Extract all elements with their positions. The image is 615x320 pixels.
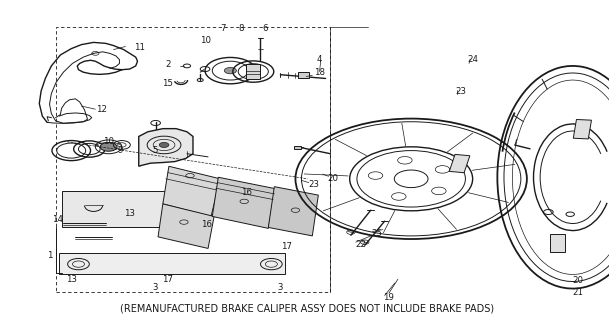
Polygon shape <box>163 166 220 216</box>
Polygon shape <box>139 129 193 166</box>
Text: 16: 16 <box>200 220 212 229</box>
Text: 19: 19 <box>383 293 394 302</box>
Text: 3: 3 <box>277 283 283 292</box>
Bar <box>62 191 167 228</box>
Bar <box>246 64 261 79</box>
Text: 17: 17 <box>162 275 173 284</box>
Text: 13: 13 <box>124 209 135 218</box>
Text: 10: 10 <box>103 137 114 146</box>
Bar <box>450 154 470 173</box>
Text: 16: 16 <box>240 188 252 197</box>
Text: 2: 2 <box>165 60 170 69</box>
Bar <box>56 27 330 292</box>
Text: 4: 4 <box>317 55 322 64</box>
Bar <box>294 146 301 149</box>
Text: 14: 14 <box>52 215 63 224</box>
Text: (REMANUFACTURED BRAKE CALIPER ASSY DOES NOT INCLUDE BRAKE PADS): (REMANUFACTURED BRAKE CALIPER ASSY DOES … <box>121 303 494 313</box>
Text: 20: 20 <box>572 276 583 285</box>
Polygon shape <box>268 187 319 236</box>
Bar <box>298 72 309 78</box>
Text: 7: 7 <box>220 24 226 33</box>
Text: 9: 9 <box>118 146 124 155</box>
Text: 3: 3 <box>153 283 159 292</box>
Text: 20: 20 <box>327 174 338 183</box>
Text: 18: 18 <box>314 68 325 77</box>
Text: 24: 24 <box>468 55 478 64</box>
Text: 1: 1 <box>47 251 52 260</box>
Bar <box>573 119 592 139</box>
Text: 22: 22 <box>355 240 366 249</box>
Text: 17: 17 <box>281 242 292 251</box>
Polygon shape <box>158 204 214 248</box>
Circle shape <box>224 68 236 74</box>
Circle shape <box>100 142 117 151</box>
Text: 25: 25 <box>371 229 383 238</box>
Text: 8: 8 <box>239 24 244 33</box>
Text: 11: 11 <box>135 43 146 52</box>
Text: 10: 10 <box>199 36 210 45</box>
Text: 13: 13 <box>66 275 77 284</box>
Polygon shape <box>212 177 276 228</box>
Circle shape <box>159 142 169 148</box>
Text: 6: 6 <box>263 24 268 33</box>
Text: 12: 12 <box>96 105 107 114</box>
Text: 23: 23 <box>456 86 467 95</box>
Text: 23: 23 <box>308 180 319 189</box>
Text: 21: 21 <box>572 288 583 297</box>
Bar <box>550 235 565 252</box>
Bar <box>59 253 285 275</box>
Text: 15: 15 <box>162 79 173 88</box>
Text: 5: 5 <box>153 146 159 155</box>
